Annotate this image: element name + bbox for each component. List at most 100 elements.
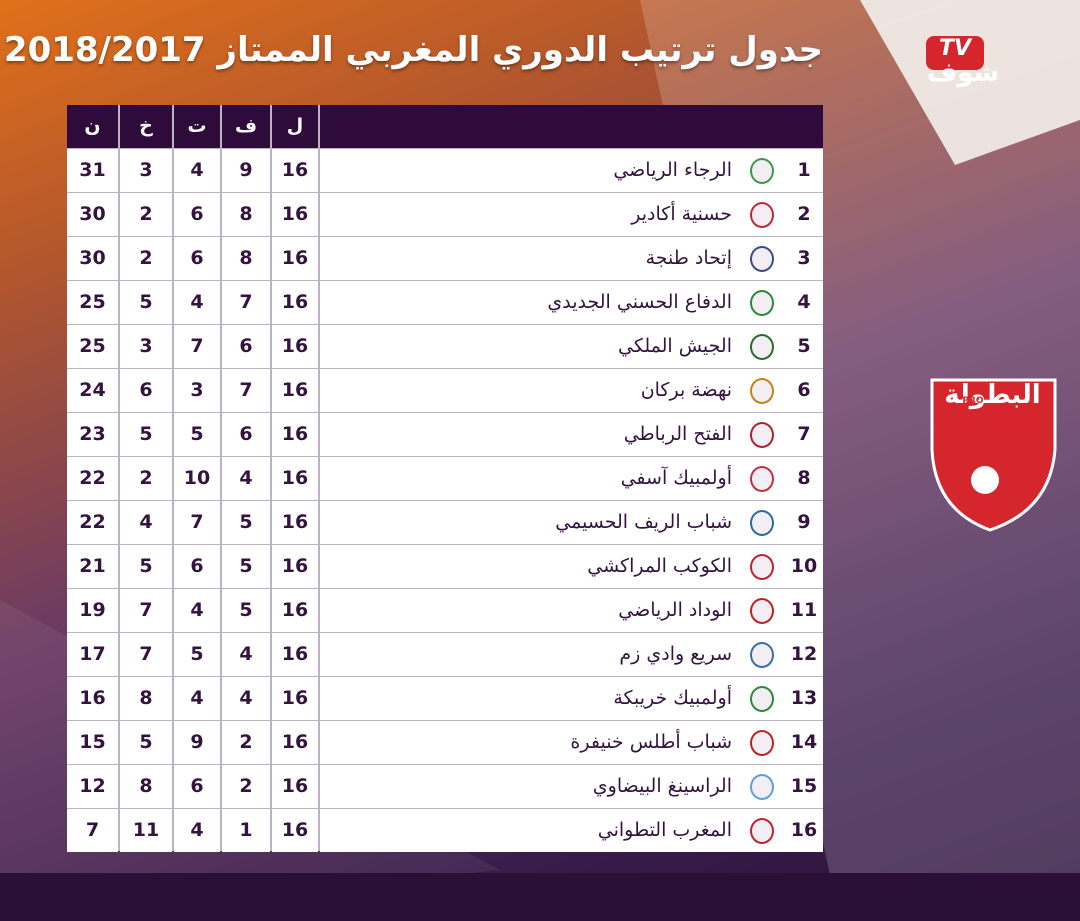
stat: 16 (272, 765, 318, 808)
column-header: ت (174, 105, 220, 148)
team-name: شباب الريف الحسيمي (320, 501, 740, 544)
stat: 8 (222, 237, 270, 280)
stat: 4 (174, 281, 220, 324)
league-logo-pro: PRO (962, 396, 984, 406)
rank: 9 (785, 501, 823, 544)
stat: 5 (120, 721, 172, 764)
stat: 16 (272, 809, 318, 852)
rank: 15 (785, 765, 823, 808)
rank: 7 (785, 413, 823, 456)
rank: 1 (785, 149, 823, 192)
stat: 6 (174, 765, 220, 808)
team-logo-cell (740, 765, 785, 808)
team-logo-cell (740, 457, 785, 500)
table-row: 5 الجيش الملكي 16 6 7 3 25 (67, 325, 823, 368)
brand-name: شوف (926, 58, 1000, 88)
stat: 23 (67, 413, 118, 456)
stat: 16 (272, 369, 318, 412)
stat: 4 (222, 677, 270, 720)
stat: 6 (174, 237, 220, 280)
league-logo-text: البطولة (944, 380, 1041, 410)
stat: 4 (174, 589, 220, 632)
stat: 2 (120, 193, 172, 236)
team-logo (750, 422, 774, 448)
stat: 5 (174, 633, 220, 676)
team-name: الكوكب المراكشي (320, 545, 740, 588)
team-name: المغرب التطواني (320, 809, 740, 852)
team-logo (750, 554, 774, 580)
stat: 3 (120, 149, 172, 192)
brand-tv: TV (938, 36, 972, 61)
rank: 11 (785, 589, 823, 632)
team-name: الدفاع الحسني الجديدي (320, 281, 740, 324)
table-row: 10 الكوكب المراكشي 16 5 6 5 21 (67, 545, 823, 588)
team-name: الراسينغ البيضاوي (320, 765, 740, 808)
team-logo-cell (740, 501, 785, 544)
stat: 24 (67, 369, 118, 412)
team-logo-cell (740, 545, 785, 588)
stat: 30 (67, 237, 118, 280)
rank: 5 (785, 325, 823, 368)
team-logo (750, 510, 774, 536)
team-logo-cell (740, 589, 785, 632)
stat: 3 (174, 369, 220, 412)
stat: 5 (120, 413, 172, 456)
stat: 16 (272, 237, 318, 280)
stat: 4 (174, 149, 220, 192)
team-logo (750, 202, 774, 228)
stat: 4 (222, 633, 270, 676)
stat: 12 (67, 765, 118, 808)
rank: 16 (785, 809, 823, 852)
stat: 2 (222, 721, 270, 764)
stat: 5 (120, 281, 172, 324)
stat: 7 (222, 369, 270, 412)
team-logo (750, 818, 774, 844)
stat: 7 (67, 809, 118, 852)
stat: 4 (120, 501, 172, 544)
table-row: 12 سريع وادي زم 16 4 5 7 17 (67, 633, 823, 676)
stat: 30 (67, 193, 118, 236)
rank: 12 (785, 633, 823, 676)
team-name: أولمبيك خريبكة (320, 677, 740, 720)
team-name: إتحاد طنجة (320, 237, 740, 280)
stat: 16 (272, 149, 318, 192)
team-logo-cell (740, 237, 785, 280)
team-logo-cell (740, 809, 785, 852)
table-row: 13 أولمبيك خريبكة 16 4 4 8 16 (67, 677, 823, 720)
table-row: 1 الرجاء الرياضي 16 9 4 3 31 (67, 149, 823, 192)
table-row: 14 شباب أطلس خنيفرة 16 2 9 5 15 (67, 721, 823, 764)
team-name: الفتح الرباطي (320, 413, 740, 456)
stat: 16 (272, 633, 318, 676)
team-name: سريع وادي زم (320, 633, 740, 676)
stat: 16 (272, 677, 318, 720)
stat: 31 (67, 149, 118, 192)
rank: 14 (785, 721, 823, 764)
stat: 2 (120, 457, 172, 500)
stat: 16 (272, 721, 318, 764)
column-header: خ (120, 105, 172, 148)
stat: 22 (67, 457, 118, 500)
team-logo-cell (740, 413, 785, 456)
stat: 9 (174, 721, 220, 764)
team-logo (750, 642, 774, 668)
stat: 4 (174, 809, 220, 852)
rank: 13 (785, 677, 823, 720)
table-row: 16 المغرب التطواني 16 1 4 11 7 (67, 809, 823, 852)
team-logo-cell (740, 677, 785, 720)
team-name: أولمبيك آسفي (320, 457, 740, 500)
stat: 5 (120, 545, 172, 588)
stat: 16 (272, 193, 318, 236)
stat: 7 (222, 281, 270, 324)
team-logo (750, 774, 774, 800)
table-row: 11 الوداد الرياضي 16 5 4 7 19 (67, 589, 823, 632)
stat: 9 (222, 149, 270, 192)
stat: 5 (222, 545, 270, 588)
rank: 2 (785, 193, 823, 236)
stat: 3 (120, 325, 172, 368)
team-logo (750, 158, 774, 184)
stat: 6 (222, 413, 270, 456)
stat: 16 (272, 281, 318, 324)
rank: 8 (785, 457, 823, 500)
stat: 6 (174, 193, 220, 236)
